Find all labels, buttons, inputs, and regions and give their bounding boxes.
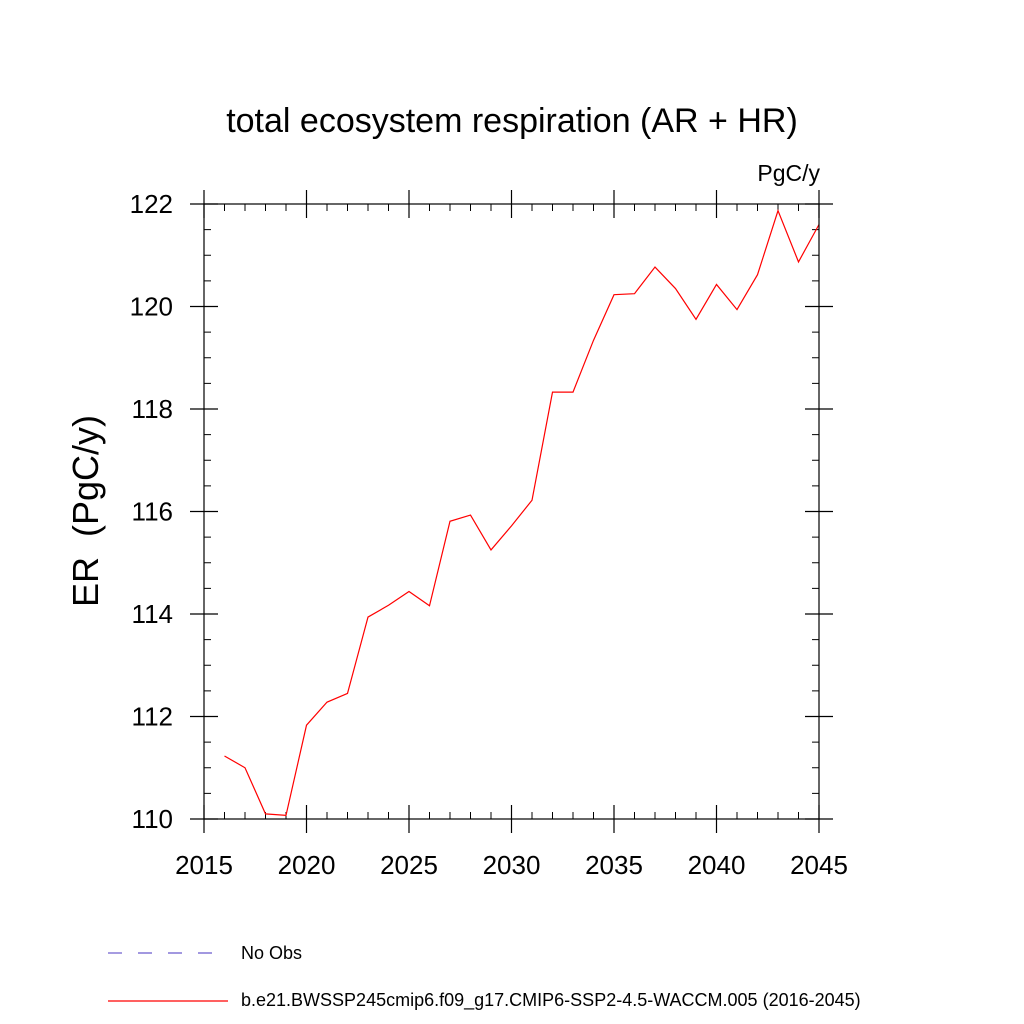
x-tick-labels: 2015 2020 2025 2030 2035 2040 2045	[175, 850, 848, 880]
y-tick-label: 120	[130, 292, 173, 322]
x-tick-label: 2015	[175, 850, 233, 880]
legend-label-no-obs: No Obs	[241, 943, 302, 963]
x-tick-label: 2020	[278, 850, 336, 880]
x-tick-label: 2045	[790, 850, 848, 880]
major-ticks	[190, 190, 833, 833]
minor-ticks	[204, 204, 819, 819]
y-tick-label: 112	[132, 702, 173, 732]
y-tick-label: 116	[132, 497, 173, 527]
x-tick-label: 2030	[483, 850, 541, 880]
y-tick-label: 114	[132, 599, 173, 629]
y-tick-labels: 110 112 114 116 118 120 122	[130, 189, 173, 834]
y-tick-label: 118	[132, 394, 173, 424]
plot-frame	[203, 203, 820, 820]
x-tick-label: 2035	[585, 850, 643, 880]
units-label: PgC/y	[757, 160, 820, 186]
series-layer	[224, 208, 820, 817]
x-tick-label: 2025	[380, 850, 438, 880]
y-tick-label: 122	[130, 189, 173, 219]
x-tick-label: 2040	[688, 850, 746, 880]
chart-title: total ecosystem respiration (AR + HR)	[226, 102, 798, 140]
series-line-0	[224, 208, 820, 817]
legend-label-model: b.e21.BWSSP245cmip6.f09_g17.CMIP6-SSP2-4…	[241, 990, 861, 1011]
y-axis-label: ER (PgC/y)	[65, 415, 106, 607]
legend: No Obs b.e21.BWSSP245cmip6.f09_g17.CMIP6…	[108, 943, 861, 1011]
y-tick-label: 110	[132, 804, 173, 834]
